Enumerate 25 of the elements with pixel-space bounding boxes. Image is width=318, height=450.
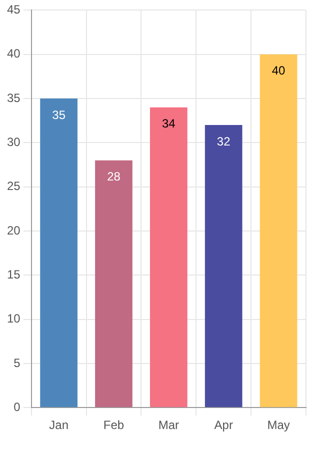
x-tick-label: Feb xyxy=(103,418,124,432)
data-label: 28 xyxy=(107,170,121,184)
y-tick-label: 45 xyxy=(6,2,21,17)
y-tick-label: 15 xyxy=(6,267,21,282)
x-tick-label: Apr xyxy=(214,418,233,432)
x-tick-label: Jan xyxy=(49,418,68,432)
y-tick-label: 35 xyxy=(6,90,21,105)
bar xyxy=(260,54,298,408)
x-tick-label: May xyxy=(267,418,290,432)
y-tick-label: 25 xyxy=(6,179,21,194)
y-tick-label: 0 xyxy=(14,400,21,414)
y-tick-label: 10 xyxy=(6,312,21,326)
y-tick-label: 5 xyxy=(14,356,21,370)
y-tick-label: 20 xyxy=(6,223,21,238)
bar xyxy=(40,98,78,408)
data-label: 34 xyxy=(162,116,176,131)
y-tick-label: 30 xyxy=(6,134,21,149)
data-label: 40 xyxy=(272,64,286,78)
bar xyxy=(204,125,242,408)
bar xyxy=(150,107,188,408)
bar xyxy=(95,160,132,408)
data-label: 32 xyxy=(216,134,231,148)
y-tick-label: 40 xyxy=(6,46,21,61)
data-label: 35 xyxy=(52,108,66,122)
x-tick-label: Mar xyxy=(158,418,180,432)
